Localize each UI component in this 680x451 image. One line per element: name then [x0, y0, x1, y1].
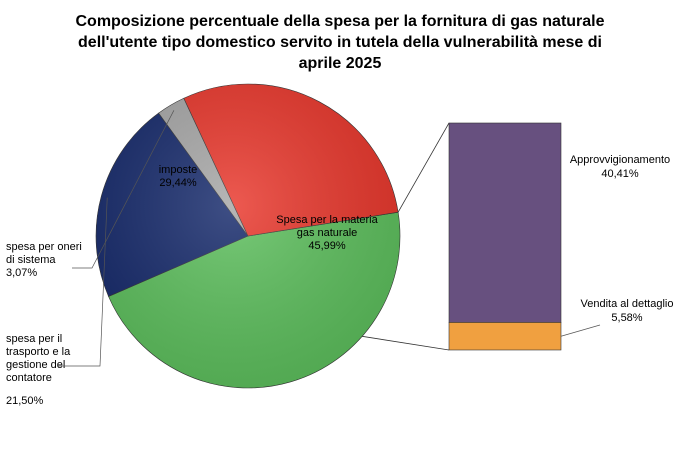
- slice-label-0-text-0: Spesa per la materia: [276, 214, 378, 226]
- bar-segment-leader-1: [560, 324, 601, 337]
- bar-segment-label-1: Vendita al dettaglio: [581, 298, 674, 310]
- slice-label-1-text-0: spesa per il: [6, 333, 62, 345]
- leader-line-1: [72, 110, 175, 269]
- slice-label-0-text-1: gas naturale: [297, 227, 358, 239]
- breakdown-bar: [448, 122, 562, 351]
- slice-label-1-text-3: contatore: [6, 372, 52, 384]
- bar-segment-value-1: 5,58%: [611, 312, 642, 324]
- slice-label-1-text-1: trasporto e la: [6, 346, 71, 358]
- slice-label-2-text-1: di sistema: [6, 254, 56, 266]
- slice-label-0-value: 45,99%: [308, 240, 346, 252]
- slice-label-3-text-0: imposte: [159, 164, 198, 176]
- bar-segment-label-0: Approvvigionamento: [570, 154, 670, 166]
- leader-line-0: [58, 197, 108, 367]
- bar-segment-1: [448, 322, 562, 351]
- connector-line-top: [397, 122, 450, 213]
- slice-label-3-value: 29,44%: [159, 177, 197, 189]
- bar-segment-value-0: 40,41%: [601, 168, 639, 180]
- slice-label-1-text-2: gestione del: [6, 359, 65, 371]
- chart-title-line-3: aprile 2025: [299, 55, 382, 72]
- slice-label-1-value: 21,50%: [6, 395, 44, 407]
- slice-label-2-value: 3,07%: [6, 267, 37, 279]
- chart-title-line-1: Composizione percentuale della spesa per…: [75, 13, 604, 30]
- slice-label-2-text-0: spesa per oneri: [6, 241, 82, 253]
- chart-title-line-2: dell'utente tipo domestico servito in tu…: [78, 34, 602, 51]
- bar-segment-0: [448, 122, 562, 323]
